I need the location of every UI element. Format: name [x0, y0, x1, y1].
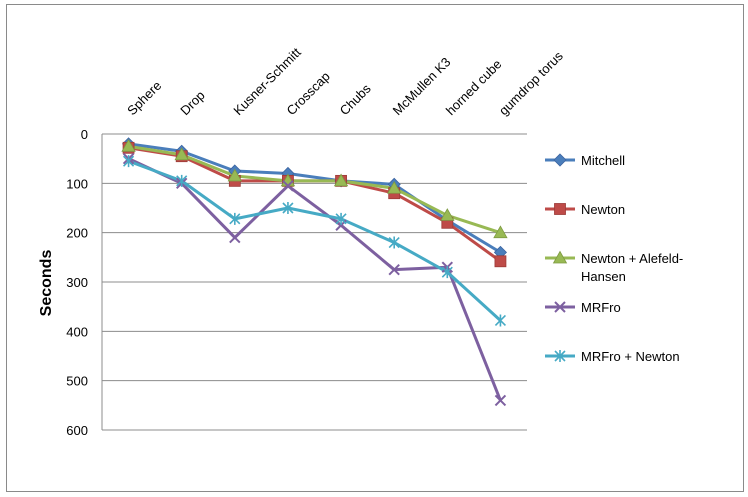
data-point-marker: [494, 255, 507, 268]
legend-entry-label: Mitchell: [581, 153, 625, 168]
data-point-marker: [282, 180, 294, 192]
legend-entry-label: Newton: [581, 202, 625, 217]
series-markers-group: [122, 155, 507, 327]
legend-swatch-marker: [552, 250, 568, 264]
y-axis-label: Seconds: [38, 250, 55, 317]
x-category-label: Sphere: [124, 78, 164, 118]
y-tick-label: 100: [66, 176, 88, 191]
legend-entry-label: MRFro: [581, 300, 621, 315]
series-markers-group: [122, 152, 507, 407]
data-point-marker: [494, 394, 507, 407]
data-point-marker: [333, 173, 349, 187]
x-category-label: gumdrop torus: [496, 48, 566, 118]
series-markers: [121, 137, 508, 407]
legend-swatch-marker: [553, 153, 567, 167]
legend-entry-label: Newton + Alefeld-Hansen: [581, 251, 683, 284]
data-point-marker: [553, 153, 567, 167]
legend-entry-label: MRFro + Newton: [581, 349, 680, 364]
data-point-marker: [282, 202, 294, 214]
y-tick-label: 300: [66, 275, 88, 290]
legend-swatch-marker: [554, 350, 566, 362]
legend: Mitchell Newton Newton + Alefeld-Hansen MRF…: [545, 153, 683, 364]
series-line: [127, 157, 502, 401]
x-category-label: Crosscap: [283, 69, 332, 118]
data-point-marker: [494, 314, 507, 327]
data-point-marker: [388, 236, 400, 249]
series-line: [128, 159, 502, 322]
legend-swatch-marker: [554, 301, 566, 313]
data-point-marker: [493, 225, 508, 239]
y-tick-label: 0: [81, 127, 88, 142]
x-category-label: Chubs: [337, 81, 375, 119]
data-point-marker: [554, 350, 566, 362]
series-line: [128, 142, 502, 254]
data-point-marker: [554, 203, 566, 215]
data-point-marker: [335, 212, 347, 225]
gridlines: [101, 133, 527, 431]
data-point-marker: [554, 301, 566, 313]
data-point-marker: [229, 231, 241, 244]
data-point-marker: [441, 266, 453, 279]
data-point-marker: [227, 168, 242, 182]
data-point-marker: [229, 212, 241, 225]
y-tick-label: 200: [66, 226, 88, 241]
y-tick-label: 400: [66, 324, 88, 339]
chart-frame: [6, 4, 744, 492]
y-tick-label: 500: [66, 374, 88, 389]
data-point-marker: [387, 180, 402, 194]
legend-swatch-marker: [554, 203, 566, 215]
data-point-marker: [122, 155, 135, 168]
data-point-marker: [440, 208, 455, 221]
series-line: [128, 144, 501, 235]
data-point-marker: [121, 139, 136, 152]
y-tick-label: 600: [66, 423, 88, 438]
y-axis-ticks: 0 100 200 300 400 500 600: [66, 127, 88, 438]
data-point-marker: [176, 174, 188, 187]
series-lines: [127, 142, 502, 401]
x-category-label: Drop: [177, 88, 208, 119]
data-point-marker: [552, 250, 568, 264]
data-point-marker: [388, 263, 400, 276]
series-markers-group: [121, 139, 508, 239]
data-point-marker: [174, 147, 189, 161]
